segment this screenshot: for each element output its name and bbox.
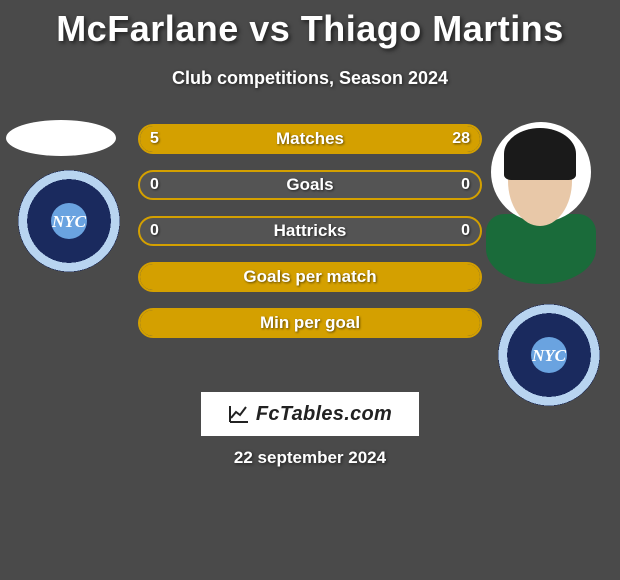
stat-label: Goals per match — [140, 264, 480, 290]
player-right-photo — [490, 122, 592, 282]
date-label: 22 september 2024 — [0, 448, 620, 468]
page-title: McFarlane vs Thiago Martins — [0, 0, 620, 50]
stat-row: 00Hattricks — [138, 216, 482, 246]
nyc-badge-icon: NYC — [18, 170, 120, 272]
stat-label: Matches — [140, 126, 480, 152]
club-right-badge: NYC — [498, 304, 600, 406]
comparison-bars: 528Matches 00Goals 00Hattricks Goals per ma… — [138, 124, 482, 354]
stat-label: Min per goal — [140, 310, 480, 336]
stat-row: Min per goal — [138, 308, 482, 338]
brand-box: FcTables.com — [201, 392, 419, 436]
stat-label: Hattricks — [140, 218, 480, 244]
brand-label: FcTables.com — [256, 403, 392, 426]
stat-row: 00Goals — [138, 170, 482, 200]
stat-row: 528Matches — [138, 124, 482, 154]
stat-label: Goals — [140, 172, 480, 198]
club-left-badge: NYC — [18, 170, 120, 272]
subtitle: Club competitions, Season 2024 — [0, 68, 620, 89]
player-left-silhouette — [6, 120, 116, 156]
nyc-badge-text: NYC — [51, 212, 87, 231]
nyc-badge-icon: NYC — [498, 304, 600, 406]
stat-row: Goals per match — [138, 262, 482, 292]
nyc-badge-text: NYC — [531, 346, 567, 365]
brand-chart-icon — [228, 404, 250, 424]
